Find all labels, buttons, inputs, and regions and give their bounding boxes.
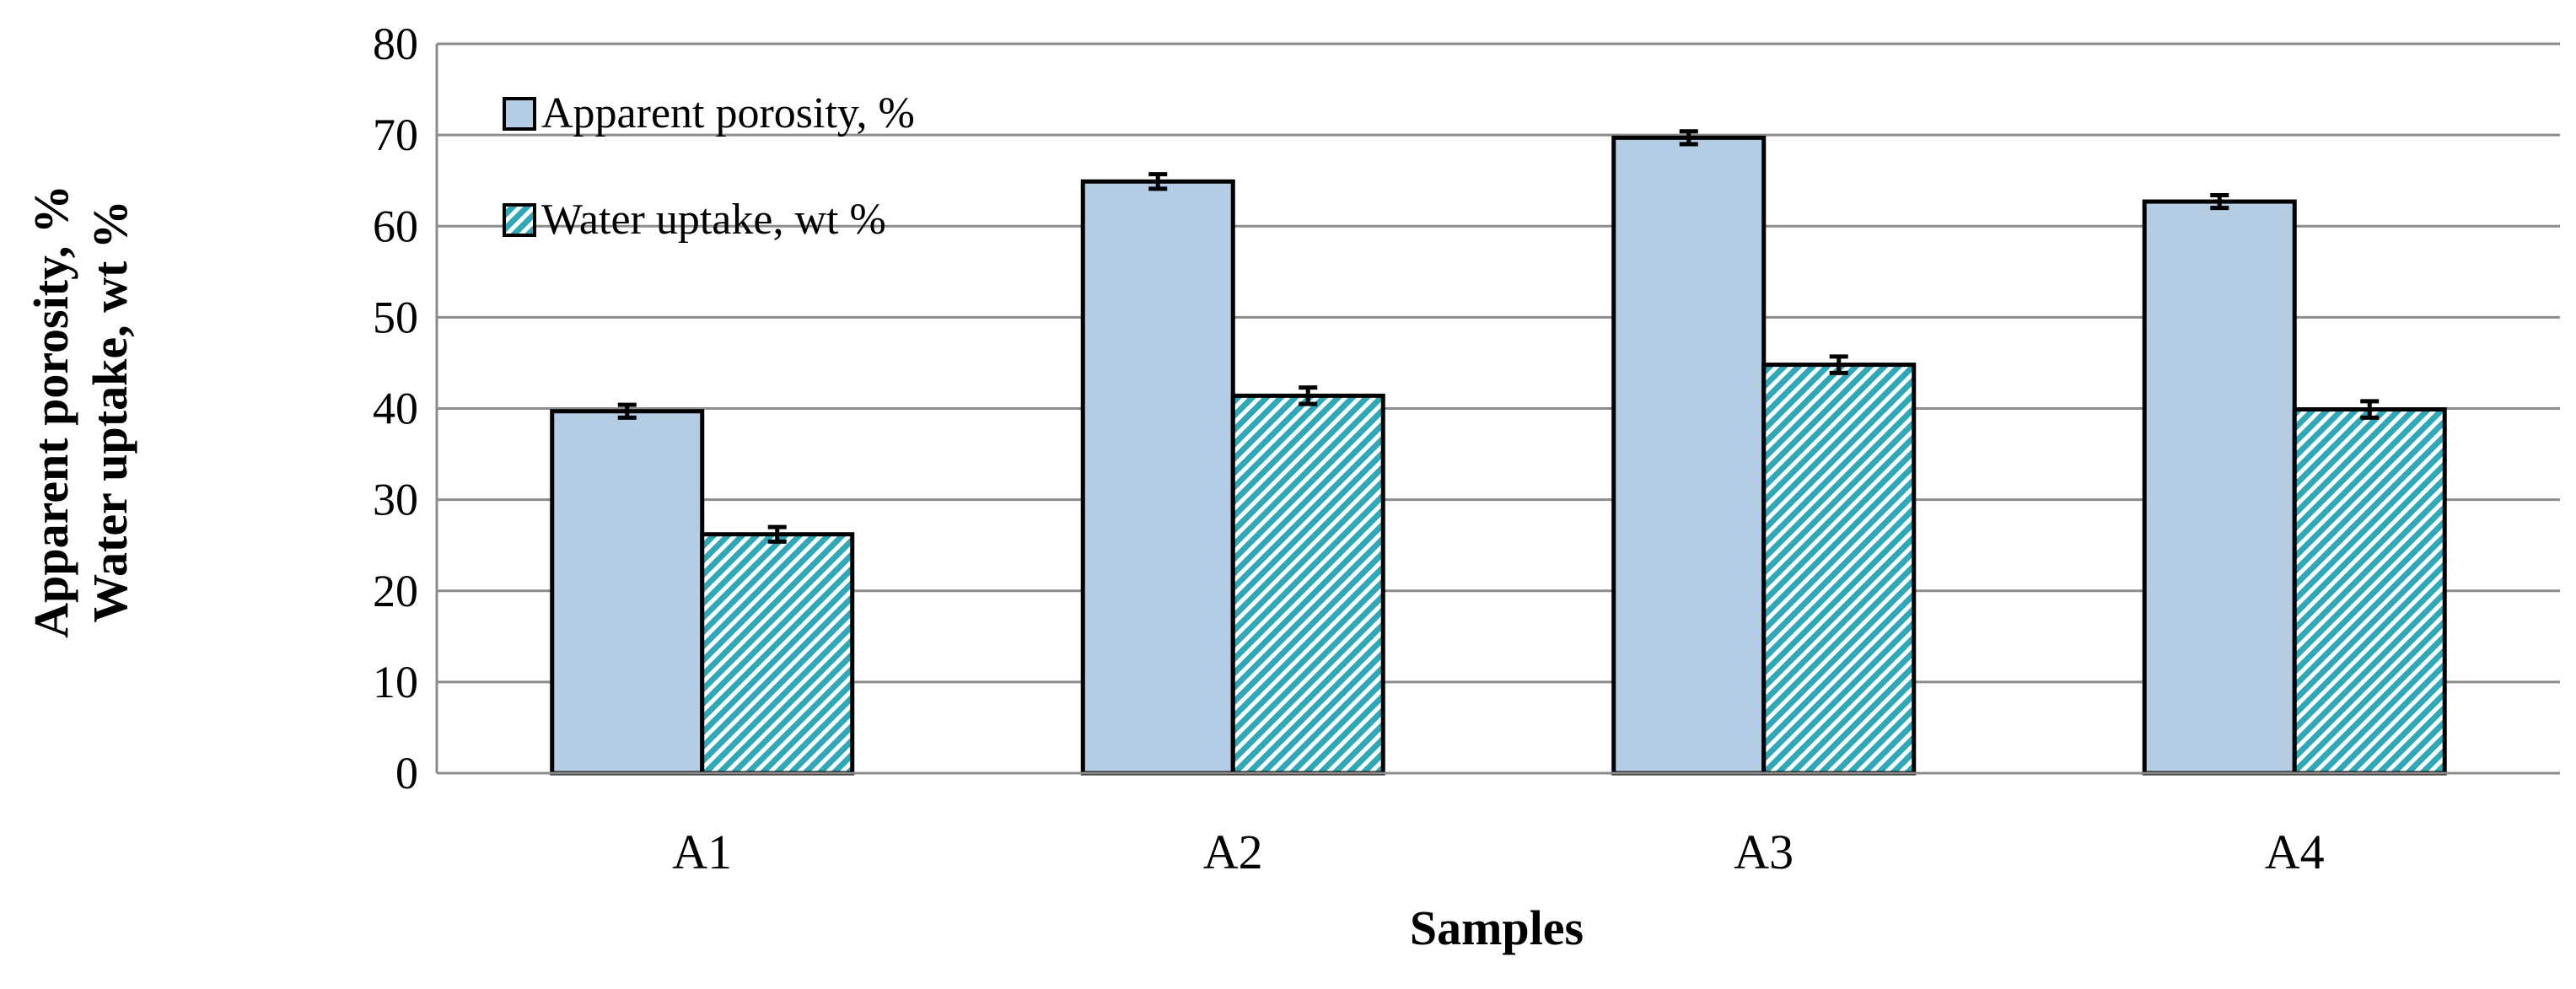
- bar-A3-series-1: [1611, 135, 1767, 776]
- y-tick-label: 10: [373, 657, 418, 707]
- bar-A3-series-2: [1761, 363, 1917, 776]
- x-tick-label-A1: A1: [672, 825, 732, 879]
- y-tick-label: 20: [373, 566, 418, 616]
- y-tick-label: 80: [373, 19, 418, 69]
- x-tick-label-A4: A4: [2265, 825, 2325, 879]
- bar-A2-series-1: [1080, 179, 1235, 776]
- x-axis-title: Samples: [1410, 900, 1584, 955]
- x-tick-label-A2: A2: [1203, 825, 1263, 879]
- y-tick-label: 40: [373, 384, 418, 434]
- legend-swatch-apparent-porosity: [503, 97, 536, 131]
- legend-label-water-uptake: Water uptake, wt %: [541, 196, 886, 244]
- legend-swatch-water-uptake: [503, 203, 536, 237]
- y-axis-title-line1: Apparent porosity, %: [24, 185, 78, 638]
- bars: [550, 129, 2447, 776]
- bar-A2-series-2: [1230, 393, 1385, 776]
- bar-A4-series-2: [2292, 407, 2447, 776]
- axes: 0 10 20 30 40 50 60 70 80 A1 A2 A3 A4: [373, 19, 2560, 879]
- y-tick-label: 50: [373, 292, 418, 342]
- bar-A1-series-2: [700, 532, 855, 776]
- y-tick-label: 70: [373, 110, 418, 160]
- y-tick-label: 0: [395, 748, 418, 798]
- legend: Apparent porosity, % Water uptake, wt %: [503, 89, 915, 244]
- y-tick-label: 30: [373, 475, 418, 525]
- legend-label-apparent-porosity: Apparent porosity, %: [541, 89, 915, 137]
- y-axis-title-line2: Water uptake, wt %: [83, 200, 137, 623]
- y-tick-label: 60: [373, 201, 418, 251]
- bar-A4-series-1: [2142, 199, 2297, 776]
- bar-A1-series-1: [550, 409, 705, 776]
- x-tick-label-A3: A3: [1734, 825, 1794, 879]
